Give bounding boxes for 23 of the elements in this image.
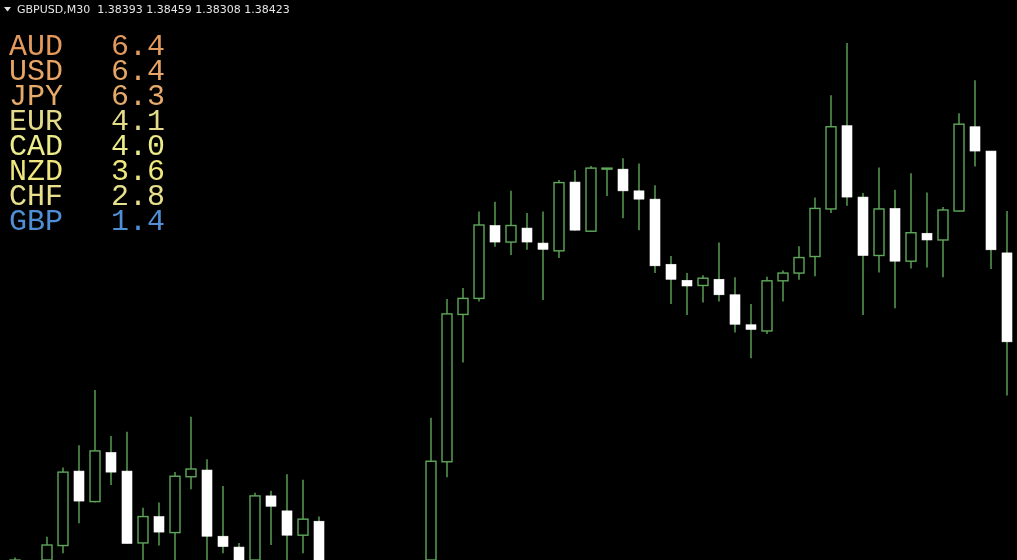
candlestick bbox=[681, 272, 693, 316]
candlestick bbox=[665, 255, 677, 305]
candlestick bbox=[521, 212, 533, 251]
candlestick bbox=[217, 485, 229, 554]
candlestick bbox=[185, 416, 197, 490]
candlestick bbox=[777, 269, 789, 303]
candlestick bbox=[505, 190, 517, 256]
candlestick bbox=[745, 303, 757, 360]
candlestick bbox=[297, 479, 309, 554]
candlestick bbox=[537, 210, 549, 301]
candlestick bbox=[153, 501, 165, 547]
candlestick bbox=[697, 274, 709, 304]
candlestick bbox=[633, 162, 645, 231]
candlestick bbox=[713, 241, 725, 303]
candlestick bbox=[793, 245, 805, 281]
candlestick bbox=[105, 435, 117, 486]
candlestick bbox=[921, 191, 933, 269]
chart-title: GBPUSD,M30 1.38393 1.38459 1.38308 1.38423 bbox=[17, 2, 290, 16]
candlestick bbox=[489, 201, 501, 248]
candlestick bbox=[457, 287, 469, 364]
candlestick bbox=[265, 490, 277, 546]
candlestick bbox=[617, 157, 629, 219]
candlestick bbox=[601, 167, 613, 197]
